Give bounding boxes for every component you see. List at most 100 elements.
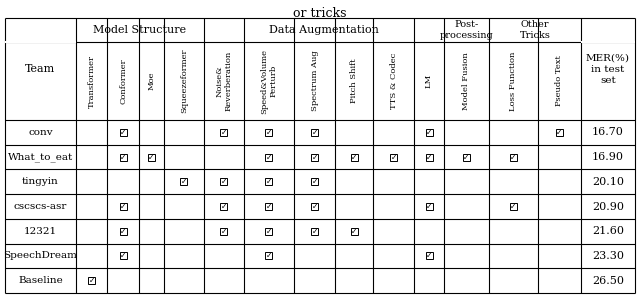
- Bar: [180, 178, 188, 185]
- Text: 20.10: 20.10: [592, 177, 624, 187]
- Bar: [510, 203, 517, 210]
- Bar: [120, 252, 127, 260]
- Text: ✓: ✓: [426, 252, 432, 260]
- Bar: [311, 153, 318, 161]
- Bar: [311, 228, 318, 235]
- Text: ✓: ✓: [221, 202, 227, 211]
- Bar: [510, 153, 517, 161]
- Bar: [463, 153, 470, 161]
- Text: Baseline: Baseline: [18, 276, 63, 285]
- Bar: [266, 129, 272, 136]
- Text: Team: Team: [25, 64, 56, 74]
- Bar: [426, 252, 433, 260]
- Text: Model Fusion: Model Fusion: [463, 52, 470, 110]
- Text: Pseudo Text: Pseudo Text: [556, 55, 563, 106]
- Text: ✓: ✓: [148, 153, 155, 162]
- Bar: [426, 153, 433, 161]
- Text: ✓: ✓: [312, 202, 318, 211]
- Text: 20.90: 20.90: [592, 201, 624, 212]
- Text: ✓: ✓: [266, 128, 272, 137]
- Bar: [556, 129, 563, 136]
- Text: 21.60: 21.60: [592, 226, 624, 236]
- Text: ✓: ✓: [463, 153, 470, 162]
- Text: ✓: ✓: [266, 227, 272, 236]
- Text: ✓: ✓: [120, 227, 126, 236]
- Text: ✓: ✓: [312, 227, 318, 236]
- Text: ✓: ✓: [221, 128, 227, 137]
- Text: ✓: ✓: [120, 153, 126, 162]
- Text: conv: conv: [28, 128, 52, 137]
- Text: 16.90: 16.90: [592, 152, 624, 162]
- Text: or tricks: or tricks: [293, 7, 347, 20]
- Bar: [220, 129, 227, 136]
- Text: SpeechDream: SpeechDream: [3, 252, 77, 260]
- Text: Speed&Volume
Perturb: Speed&Volume Perturb: [260, 49, 277, 114]
- Bar: [88, 277, 95, 284]
- Text: TTS & Codec: TTS & Codec: [390, 53, 397, 109]
- Bar: [266, 153, 272, 161]
- Bar: [120, 153, 127, 161]
- Text: Pitch Shift: Pitch Shift: [350, 59, 358, 103]
- Bar: [311, 178, 318, 185]
- Text: Data Augmentation: Data Augmentation: [269, 25, 379, 35]
- Text: ✓: ✓: [426, 153, 432, 162]
- Bar: [351, 153, 358, 161]
- Bar: [220, 228, 227, 235]
- Text: tingyin: tingyin: [22, 177, 59, 186]
- Text: ✓: ✓: [266, 252, 272, 260]
- Text: MER(%)
in test
set: MER(%) in test set: [586, 53, 630, 85]
- Text: ✓: ✓: [266, 177, 272, 186]
- Text: 16.70: 16.70: [592, 127, 624, 137]
- Bar: [120, 203, 127, 210]
- Text: LM: LM: [425, 74, 433, 88]
- Text: Squeezeformer: Squeezeformer: [180, 49, 188, 113]
- Text: Moe: Moe: [147, 72, 156, 90]
- Text: ✓: ✓: [120, 128, 126, 137]
- Text: ✓: ✓: [426, 202, 432, 211]
- Text: ✓: ✓: [426, 128, 432, 137]
- Bar: [266, 178, 272, 185]
- Text: cscscs-asr: cscscs-asr: [13, 202, 67, 211]
- Bar: [390, 153, 397, 161]
- Text: Spectrum Aug: Spectrum Aug: [310, 51, 319, 111]
- Text: Other
Tricks: Other Tricks: [520, 20, 550, 40]
- Text: ✓: ✓: [88, 276, 95, 285]
- Text: ✓: ✓: [510, 153, 516, 162]
- Bar: [148, 153, 155, 161]
- Text: ✓: ✓: [312, 177, 318, 186]
- Text: ✓: ✓: [312, 128, 318, 137]
- Text: Model Structure: Model Structure: [93, 25, 186, 35]
- Text: ✓: ✓: [120, 252, 126, 260]
- Text: ✓: ✓: [266, 202, 272, 211]
- Bar: [311, 129, 318, 136]
- Text: Noise&
Reverberation: Noise& Reverberation: [216, 51, 232, 111]
- Bar: [220, 203, 227, 210]
- Text: ✓: ✓: [390, 153, 397, 162]
- Text: 26.50: 26.50: [592, 276, 624, 286]
- Text: Transformer: Transformer: [88, 55, 95, 108]
- Text: Conformer: Conformer: [119, 58, 127, 104]
- Bar: [426, 129, 433, 136]
- Bar: [266, 203, 272, 210]
- Text: ✓: ✓: [120, 202, 126, 211]
- Bar: [311, 203, 318, 210]
- Text: ✓: ✓: [510, 202, 516, 211]
- Text: Post-
processing: Post- processing: [440, 20, 493, 40]
- Text: ✓: ✓: [221, 177, 227, 186]
- Bar: [120, 228, 127, 235]
- Bar: [266, 228, 272, 235]
- Text: ✓: ✓: [221, 227, 227, 236]
- Text: 23.30: 23.30: [592, 251, 624, 261]
- Bar: [220, 178, 227, 185]
- Text: ✓: ✓: [556, 128, 563, 137]
- Text: ✓: ✓: [351, 227, 357, 236]
- Text: What_to_eat: What_to_eat: [8, 152, 73, 162]
- Text: ✓: ✓: [312, 153, 318, 162]
- Text: ✓: ✓: [266, 153, 272, 162]
- Bar: [426, 203, 433, 210]
- Text: Loss Function: Loss Function: [509, 51, 518, 111]
- Bar: [351, 228, 358, 235]
- Text: ✓: ✓: [180, 177, 187, 186]
- Text: ✓: ✓: [351, 153, 357, 162]
- Bar: [120, 129, 127, 136]
